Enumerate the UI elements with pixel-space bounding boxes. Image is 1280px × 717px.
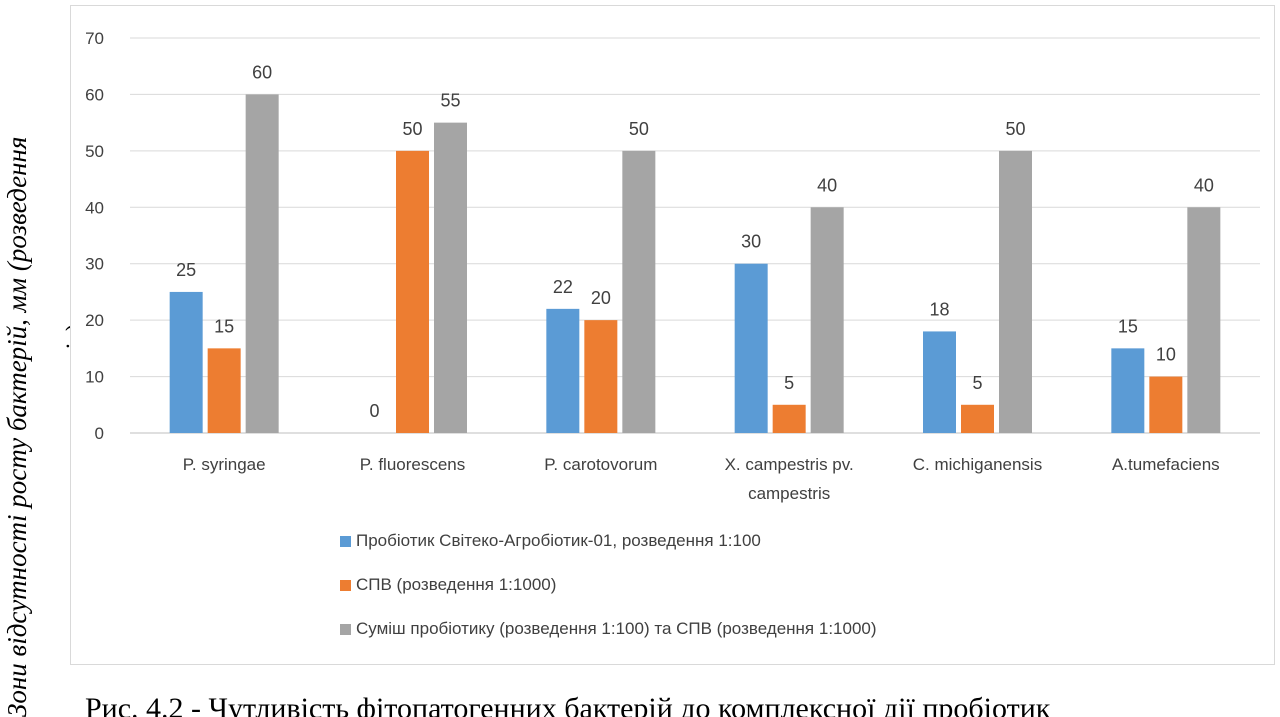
x-tick-label: C. michiganensis xyxy=(913,455,1042,474)
data-label: 50 xyxy=(402,119,422,139)
data-label: 5 xyxy=(972,373,982,393)
legend-item-mixture: Суміш пробіотику (розведення 1:100) та С… xyxy=(340,616,877,642)
x-tick-label: P. syringae xyxy=(183,455,266,474)
legend-item-spv: СПВ (розведення 1:1000) xyxy=(340,572,877,598)
bar xyxy=(169,291,203,433)
x-tick-label: P. fluorescens xyxy=(360,455,466,474)
data-label: 0 xyxy=(369,401,379,421)
y-tick-label: 10 xyxy=(85,368,104,387)
data-label: 20 xyxy=(591,288,611,308)
y-tick-label: 40 xyxy=(85,198,104,217)
x-tick-label: A.tumefaciens xyxy=(1112,455,1220,474)
bar xyxy=(999,150,1032,433)
x-tick-label: P. carotovorum xyxy=(544,455,657,474)
bar xyxy=(1111,348,1145,433)
data-label: 15 xyxy=(214,316,234,336)
bar xyxy=(810,207,844,433)
data-label: 50 xyxy=(629,119,649,139)
data-label: 22 xyxy=(553,277,573,297)
legend-label-probiotic: Пробіотик Світеко-Агробіотик-01, розведе… xyxy=(356,531,761,550)
y-tick-label: 20 xyxy=(85,311,104,330)
bar xyxy=(1149,376,1183,433)
bar xyxy=(245,94,279,433)
bar xyxy=(734,263,768,433)
x-tick-label: X. campestris pv. xyxy=(725,455,854,474)
legend-label-mixture: Суміш пробіотику (розведення 1:100) та С… xyxy=(356,619,877,638)
bar xyxy=(772,404,806,433)
data-label: 50 xyxy=(1005,119,1025,139)
bar xyxy=(396,150,429,433)
data-label: 15 xyxy=(1118,316,1138,336)
bar xyxy=(434,122,467,434)
data-label: 40 xyxy=(1194,175,1214,195)
bar xyxy=(1187,207,1221,433)
bar xyxy=(584,320,618,433)
figure-caption-clip: Рис. 4.2 - Чутливість фітопатогенних бак… xyxy=(85,692,1280,717)
data-label: 25 xyxy=(176,260,196,280)
legend-swatch-spv xyxy=(340,579,351,591)
legend-label-spv: СПВ (розведення 1:1000) xyxy=(356,575,557,594)
bar xyxy=(207,348,241,433)
bar xyxy=(546,308,580,433)
legend: Пробіотик Світеко-Агробіотик-01, розведе… xyxy=(340,528,877,660)
y-tick-label: 30 xyxy=(85,255,104,274)
x-tick-label: campestris xyxy=(748,484,830,503)
data-label: 30 xyxy=(741,232,761,252)
legend-swatch-probiotic xyxy=(340,535,351,547)
legend-swatch-mixture xyxy=(340,623,351,635)
data-label: 60 xyxy=(252,62,272,82)
y-tick-label: 60 xyxy=(85,85,104,104)
data-label: 5 xyxy=(784,373,794,393)
legend-item-probiotic: Пробіотик Світеко-Агробіотик-01, розведе… xyxy=(340,528,877,554)
data-label: 55 xyxy=(440,91,460,111)
data-label: 10 xyxy=(1156,345,1176,365)
data-label: 18 xyxy=(929,299,949,319)
y-tick-label: 0 xyxy=(95,424,104,443)
figure-caption: Рис. 4.2 - Чутливість фітопатогенних бак… xyxy=(85,692,1051,717)
y-tick-label: 50 xyxy=(85,142,104,161)
data-label: 40 xyxy=(817,175,837,195)
bar xyxy=(622,150,656,433)
bar xyxy=(961,404,994,433)
bar xyxy=(923,331,956,433)
y-tick-label: 70 xyxy=(85,29,104,48)
